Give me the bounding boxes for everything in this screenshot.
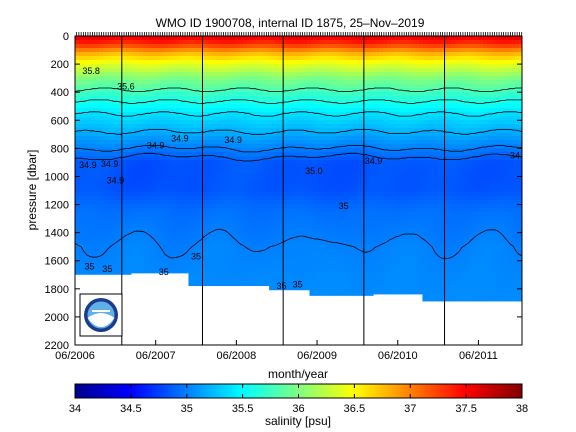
- colorbar-tick-label: 34: [69, 403, 81, 415]
- contour-line: [75, 145, 522, 153]
- no-data-region: [421, 301, 522, 345]
- x-tick-label: 06/2008: [216, 350, 256, 362]
- y-tick-label: 1800: [45, 284, 69, 296]
- y-tick-label: 1000: [45, 171, 69, 183]
- y-tick-label: 2200: [45, 340, 69, 352]
- contour-line: [75, 129, 522, 135]
- contour-label: 34.9: [510, 150, 528, 160]
- x-tick-label: 06/2006: [55, 350, 95, 362]
- contour-label: 34.9: [147, 141, 165, 151]
- contour-label: 34.9: [224, 135, 242, 145]
- x-tick-label: 06/2011: [459, 350, 498, 362]
- x-axis-ticks: 06/2006 06/2007 06/2008 06/2009 06/2010 06/20…: [55, 340, 498, 362]
- contour-labels: 35.8 35.6 34.9 34.9 34.9 34.9 34.9 34.9 35.0 34.9…: [79, 66, 528, 291]
- contour-label: 35.0: [305, 166, 323, 176]
- y-tick-label: 800: [51, 143, 69, 155]
- contour-line: [75, 99, 522, 104]
- x-tick-label: 06/2010: [378, 350, 418, 362]
- x-axis-label: month/year: [268, 367, 328, 381]
- x-tick-label: 06/2009: [297, 350, 337, 362]
- colorbar-tick-label: 36.5: [344, 403, 365, 415]
- colorbar-ticks: 34 34.5 35 35.5 36 36.5 37 37.5 38: [69, 384, 528, 415]
- no-data-region: [187, 286, 270, 345]
- no-data-region: [308, 295, 375, 345]
- plot-frame: [74, 35, 523, 346]
- contour-label: 35: [102, 264, 112, 274]
- axes: 06/2006 06/2007 06/2008 06/2009 06/2010 06/20…: [45, 31, 523, 362]
- noaa-logo: [79, 293, 123, 337]
- colorbar-tick-label: 38: [516, 403, 528, 415]
- contour-line: [75, 228, 522, 259]
- contour-label: 35.8: [82, 66, 100, 76]
- x-tick-label: 06/2007: [136, 350, 176, 362]
- y-tick-label: 200: [51, 59, 69, 71]
- contour-lines: [75, 87, 522, 259]
- no-data-mask: [75, 273, 522, 345]
- y-tick-label: 0: [63, 31, 69, 43]
- contour-line: [75, 152, 522, 162]
- contour-label: 34.9: [107, 176, 125, 186]
- contour-label: 35.6: [117, 82, 135, 92]
- no-data-region: [131, 273, 189, 345]
- y-tick-label: 600: [51, 115, 69, 127]
- colorbar-tick-label: 37: [404, 403, 416, 415]
- y-tick-label: 400: [51, 87, 69, 99]
- chart-title: WMO ID 1900708, internal ID 1875, 25–Nov…: [156, 16, 425, 30]
- contour-label: 35: [159, 267, 169, 277]
- salinity-field: [75, 36, 522, 345]
- contour-label: 35: [85, 261, 95, 271]
- colorbar: 34 34.5 35 35.5 36 36.5 37 37.5 38: [69, 383, 528, 415]
- y-axis-label: pressure [dbar]: [25, 150, 39, 231]
- no-data-region: [373, 294, 423, 345]
- plot-area: 35.8 35.6 34.9 34.9 34.9 34.9 34.9 34.9 35.0 34.9…: [75, 36, 528, 345]
- colorbar-tick-label: 34.5: [120, 403, 141, 415]
- contour-label: 35: [339, 201, 349, 211]
- contour-label: 34.9: [171, 134, 189, 144]
- contour-label: 34.9: [365, 156, 383, 166]
- contour-label: 34.9: [79, 160, 97, 170]
- contour-label: 34.9: [101, 159, 119, 169]
- contour-label: 35: [191, 252, 201, 262]
- contour-line: [75, 87, 522, 92]
- colorbar-label: salinity [psu]: [265, 414, 331, 428]
- contour-label: 35: [277, 281, 287, 291]
- contour-line: [75, 111, 522, 117]
- profile-marks: [76, 32, 523, 36]
- y-axis-ticks: 0 200 400 600 800 1000 1200 1400 1600 1800 2000 220…: [45, 31, 522, 352]
- colorbar-tick-label: 36: [292, 403, 304, 415]
- y-tick-label: 2000: [45, 312, 69, 324]
- colorbar-tick-label: 35: [181, 403, 193, 415]
- no-data-region: [268, 290, 310, 345]
- y-tick-label: 1600: [45, 256, 69, 268]
- colorbar-tick-label: 35.5: [232, 403, 253, 415]
- y-tick-label: 1400: [45, 228, 69, 240]
- colorbar-tick-label: 37.5: [455, 403, 476, 415]
- contour-label: 35: [293, 280, 303, 290]
- y-tick-label: 1200: [45, 200, 69, 212]
